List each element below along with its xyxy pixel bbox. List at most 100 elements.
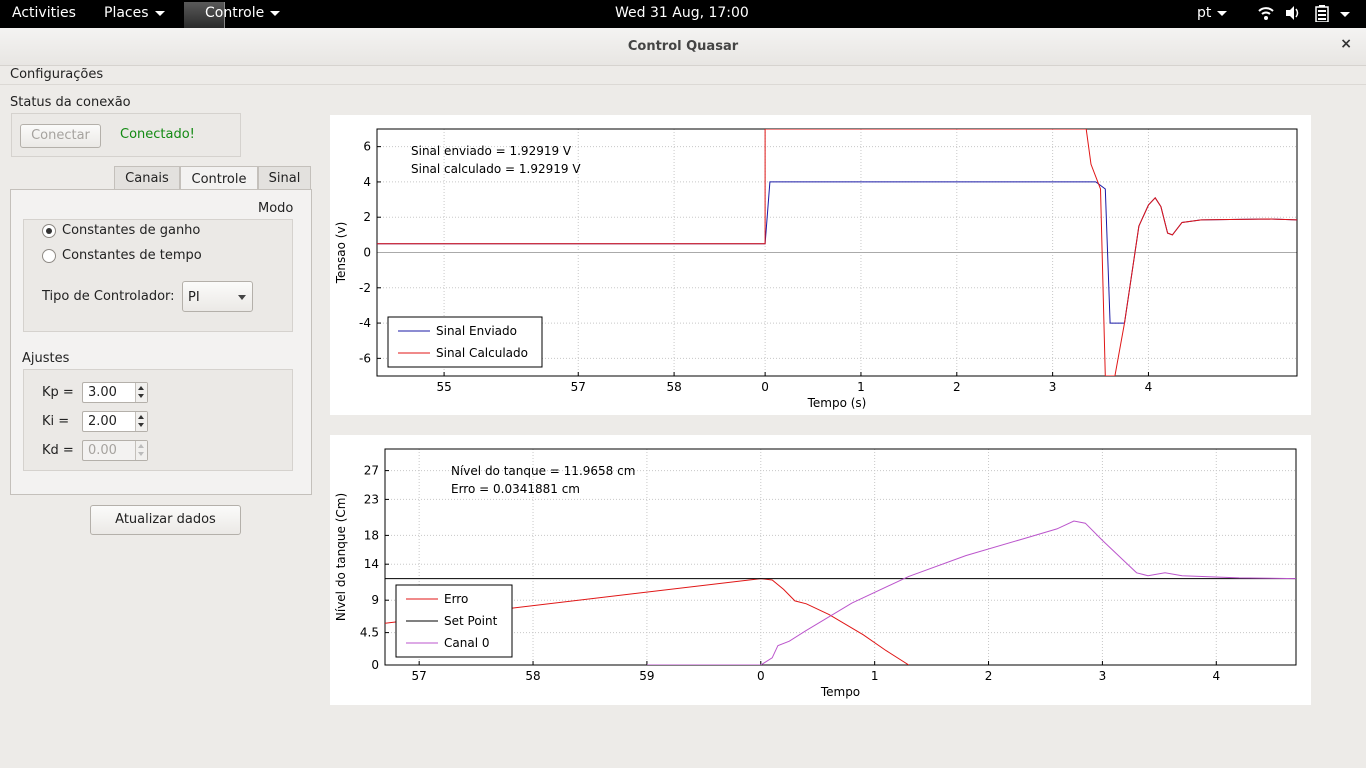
x-tick-label: 55 <box>436 380 451 394</box>
radio-constantes-ganho[interactable] <box>42 224 56 238</box>
tipo-controlador-label: Tipo de Controlador: <box>42 289 175 304</box>
battery-icon[interactable] <box>1315 5 1329 22</box>
tab-controle[interactable]: Controle <box>180 166 258 191</box>
x-tick-label: 0 <box>761 380 769 394</box>
arrow-up-icon[interactable] <box>138 444 144 448</box>
y-axis-label: Tensao (v) <box>334 222 348 285</box>
kp-value: 3.00 <box>88 385 117 400</box>
modo-label: Modo <box>258 201 294 216</box>
close-icon[interactable]: × <box>1340 36 1352 52</box>
x-tick-label: 57 <box>571 380 586 394</box>
y-tick-label: 23 <box>364 492 379 506</box>
ki-stepper[interactable] <box>135 412 147 431</box>
radio-constantes-ganho-label[interactable]: Constantes de ganho <box>62 223 201 238</box>
x-tick-label: 4 <box>1212 669 1220 683</box>
top-bar: Activities Places Controle Wed 31 Aug, 1… <box>0 0 1366 28</box>
y-tick-label: 18 <box>364 528 379 542</box>
series-line-erro <box>385 578 910 665</box>
ki-spinbox[interactable]: 2.00 <box>82 411 148 432</box>
x-axis-label: Tempo <box>820 685 860 699</box>
arrow-down-icon[interactable] <box>138 452 144 456</box>
arrow-up-icon[interactable] <box>138 386 144 390</box>
ki-value: 2.00 <box>88 414 117 429</box>
volume-icon[interactable] <box>1285 5 1301 21</box>
x-tick-label: 57 <box>412 669 427 683</box>
series-line-sinal-calculado <box>377 129 1297 376</box>
tab-sinal[interactable]: Sinal <box>258 166 311 190</box>
kd-label: Kd = <box>42 443 74 458</box>
y-tick-label: 0 <box>371 658 379 672</box>
voltage-plot[interactable]: 55 57 58 0 1 2 3 4 6 4 2 0 -2 -4 -6 Sinal enviado = 1.9… <box>330 115 1311 415</box>
app-menu-label: Controle <box>205 5 265 21</box>
plot-annotation: Sinal calculado = 1.92919 V <box>411 162 581 176</box>
plot-annotation: Nível do tanque = 11.9658 cm <box>451 464 635 478</box>
y-tick-label: -4 <box>359 316 371 330</box>
y-tick-label: -2 <box>359 281 371 295</box>
atualizar-dados-button[interactable]: Atualizar dados <box>90 505 241 535</box>
tab-canais[interactable]: Canais <box>114 166 180 190</box>
window-titlebar: Control Quasar × <box>0 28 1366 66</box>
y-tick-label: -6 <box>359 351 371 365</box>
kp-spinbox[interactable]: 3.00 <box>82 382 148 403</box>
chevron-down-icon <box>154 10 165 16</box>
kd-stepper[interactable] <box>135 441 147 460</box>
places-menu[interactable]: Places <box>104 5 165 21</box>
chevron-down-icon <box>270 10 281 16</box>
chevron-down-icon <box>238 295 246 300</box>
connection-status: Conectado! <box>120 127 195 142</box>
y-tick-label: 14 <box>364 557 379 571</box>
kd-spinbox[interactable]: 0.00 <box>82 440 148 461</box>
voltage-plot-panel: 55 57 58 0 1 2 3 4 6 4 2 0 -2 -4 -6 Sinal enviado = 1.9… <box>330 115 1311 415</box>
app-icon <box>184 2 225 28</box>
plot-annotation: Erro = 0.0341881 cm <box>451 482 580 496</box>
ajustes-label: Ajustes <box>22 351 70 366</box>
x-tick-label: 2 <box>985 669 993 683</box>
arrow-up-icon[interactable] <box>138 415 144 419</box>
x-tick-label: 3 <box>1099 669 1107 683</box>
x-tick-label: 3 <box>1049 380 1057 394</box>
modo-group <box>23 219 293 332</box>
connection-title: Status da conexão <box>10 95 131 110</box>
x-tick-label: 4 <box>1145 380 1153 394</box>
y-tick-label: 2 <box>363 210 371 224</box>
legend-box <box>387 316 543 368</box>
kp-stepper[interactable] <box>135 383 147 402</box>
tipo-controlador-value: PI <box>188 290 200 305</box>
connect-button[interactable]: Conectar <box>20 124 101 148</box>
language-menu[interactable]: pt <box>1197 5 1228 21</box>
tipo-controlador-select[interactable]: PI <box>182 281 253 312</box>
y-tick-label: 4 <box>363 175 371 189</box>
radio-constantes-tempo[interactable] <box>42 249 56 263</box>
app-menu[interactable]: Controle <box>205 5 281 21</box>
plot-frame <box>384 448 1297 666</box>
menu-configuracoes[interactable]: Configurações <box>10 67 104 82</box>
x-axis-label: Tempo (s) <box>807 396 867 410</box>
x-tick-label: 0 <box>757 669 765 683</box>
tank-level-plot-panel: 57 58 59 0 1 2 3 4 27 23 18 14 9 4.5 0 Nível do tanque … <box>330 435 1311 705</box>
places-label: Places <box>104 5 149 21</box>
clock[interactable]: Wed 31 Aug, 17:00 <box>615 5 749 21</box>
language-label: pt <box>1197 5 1212 21</box>
ajustes-group <box>23 369 293 471</box>
wifi-icon[interactable] <box>1258 5 1274 21</box>
y-tick-label: 27 <box>364 464 379 478</box>
x-tick-label: 1 <box>857 380 865 394</box>
activities-button[interactable]: Activities <box>12 5 76 21</box>
y-axis-label: Nível do tanque (Cm) <box>334 493 348 621</box>
x-tick-label: 58 <box>525 669 540 683</box>
kd-value: 0.00 <box>88 443 117 458</box>
window-title: Control Quasar <box>627 39 739 54</box>
y-tick-label: 6 <box>363 140 371 154</box>
legend-label: Canal 0 <box>444 636 489 650</box>
plot-annotation: Sinal enviado = 1.92919 V <box>411 144 572 158</box>
x-tick-label: 2 <box>953 380 961 394</box>
ki-label: Ki = <box>42 414 70 429</box>
x-tick-label: 58 <box>666 380 681 394</box>
chevron-down-icon <box>1217 10 1228 16</box>
arrow-down-icon[interactable] <box>138 423 144 427</box>
radio-constantes-tempo-label[interactable]: Constantes de tempo <box>62 248 202 263</box>
system-menu-chevron-icon[interactable] <box>1340 12 1350 17</box>
arrow-down-icon[interactable] <box>138 394 144 398</box>
y-tick-label: 0 <box>363 246 371 260</box>
